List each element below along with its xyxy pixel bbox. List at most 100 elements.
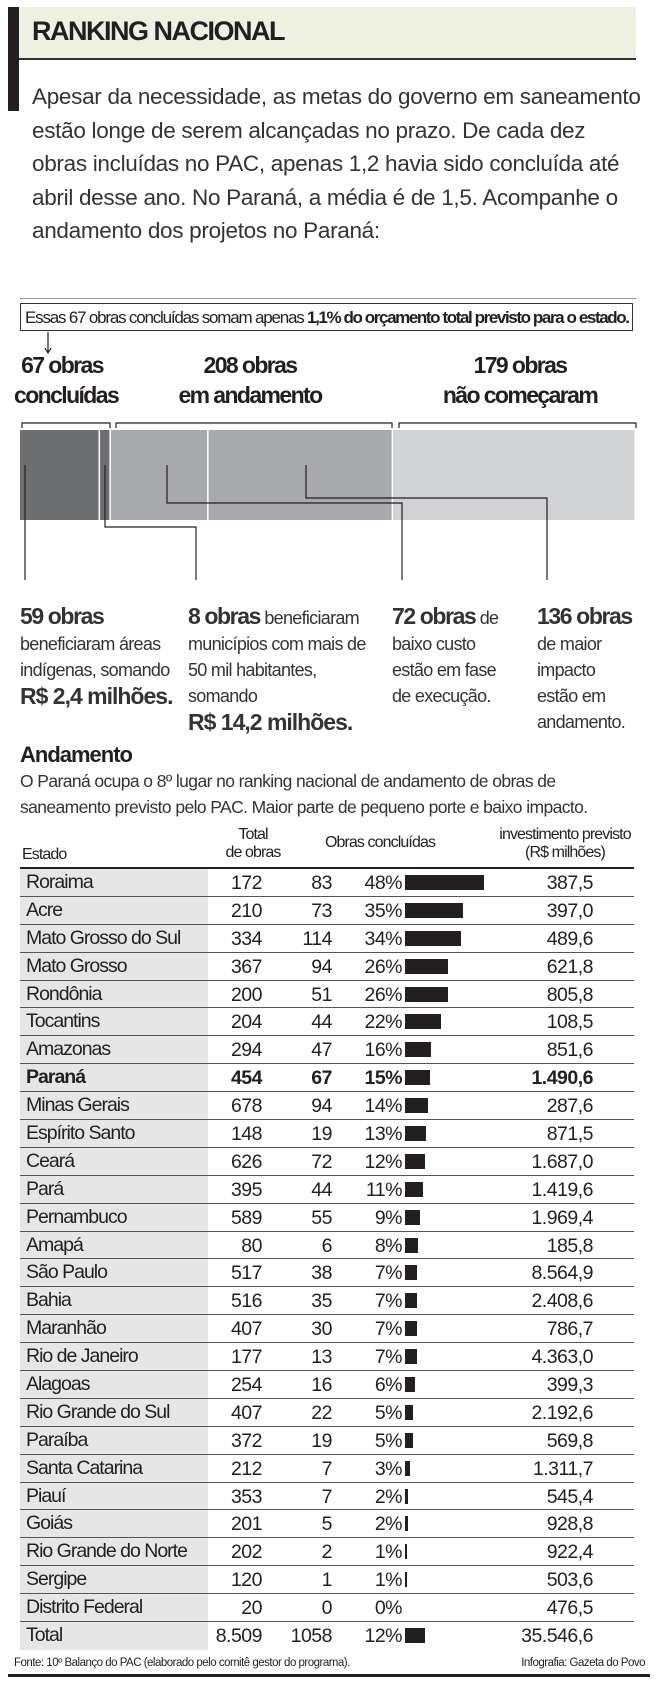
- cell-concluidas: 2: [321, 1541, 333, 1564]
- cell-concluidas: 7: [321, 1485, 333, 1508]
- cell-percent: 5%: [374, 1401, 403, 1424]
- cell-concluidas: 19: [311, 1123, 332, 1146]
- table-body: Roraima 172 83 48% 387,5 Acre 210 73 35% …: [20, 869, 634, 1650]
- cell-investimento: 871,5: [546, 1123, 594, 1146]
- table-row: Roraima 172 83 48% 387,5: [20, 869, 634, 897]
- callout-72-obras: 72 obras de baixo custo estão em fase de…: [392, 603, 507, 709]
- callout-text: beneficiaram áreas indígenas, somando: [20, 634, 170, 680]
- cell-concluidas: 72: [311, 1150, 332, 1173]
- cell-concluidas: 51: [311, 983, 332, 1006]
- cell-total: 148: [230, 1123, 263, 1146]
- cell-percent: 7%: [374, 1346, 403, 1369]
- cell-estado: Amapá: [20, 1231, 208, 1259]
- cell-investimento: 922,4: [546, 1541, 594, 1564]
- cell-total: 210: [230, 899, 263, 922]
- cell-total: 172: [230, 872, 263, 894]
- cell-concluidas: 44: [311, 1011, 332, 1034]
- cell-concluidas: 19: [311, 1429, 332, 1452]
- cell-estado: Paraná: [20, 1064, 208, 1092]
- cell-concluidas: 94: [311, 1095, 332, 1118]
- group-label-nao-comecaram: 179 obras não começaram: [420, 350, 620, 410]
- percent-bar: [405, 1070, 430, 1086]
- cell-percent: 15%: [364, 1067, 402, 1090]
- group-status: não começaram: [442, 382, 599, 408]
- cell-total: 626: [230, 1150, 263, 1173]
- col-total-line1: Total: [238, 826, 268, 843]
- cell-estado: Sergipe: [20, 1566, 208, 1594]
- col-total-line2: de obras: [225, 844, 281, 861]
- group-status: em andamento: [178, 382, 323, 408]
- table-row: Ceará 626 72 12% 1.687,0: [20, 1147, 634, 1176]
- cell-percent: 12%: [364, 1150, 402, 1173]
- cell-total: 372: [230, 1429, 263, 1452]
- cell-estado: Minas Gerais: [20, 1092, 208, 1120]
- cell-percent: 1%: [374, 1569, 403, 1592]
- cell-investimento: 397,0: [546, 899, 594, 922]
- table-row: Tocantins 204 44 22% 108,5: [20, 1008, 634, 1037]
- table-row: Rondônia 200 51 26% 805,8: [20, 980, 634, 1009]
- cell-estado: Roraima: [20, 869, 208, 896]
- col-concluidas: Obras concluídas: [324, 834, 436, 851]
- cell-estado: Goiás: [20, 1510, 208, 1538]
- cell-concluidas: 22: [311, 1401, 332, 1424]
- percent-bar: [405, 1014, 442, 1030]
- callout-text: beneficiaram municípios com mais de 50 m…: [188, 608, 366, 706]
- group-label-concluidas: 67 obras concluídas: [14, 350, 120, 410]
- cell-percent: 14%: [364, 1095, 402, 1118]
- percent-bar: [405, 1432, 414, 1448]
- percent-bar: [405, 1209, 420, 1225]
- divider: [20, 298, 636, 299]
- cell-total: 407: [230, 1401, 263, 1424]
- cell-estado: Distrito Federal: [20, 1594, 208, 1622]
- group-count: 179 obras: [473, 352, 569, 378]
- cell-percent: 34%: [364, 927, 402, 950]
- leader-136: [305, 465, 548, 580]
- callout-count: 136 obras: [537, 603, 633, 629]
- percent-bar: [405, 1126, 427, 1142]
- cell-percent: 0%: [374, 1597, 403, 1620]
- cell-concluidas: 44: [311, 1178, 332, 1201]
- cell-concluidas: 0: [321, 1597, 333, 1620]
- cell-estado: Maranhão: [20, 1315, 208, 1343]
- percent-bar: [405, 1098, 429, 1114]
- callout-count: 59 obras: [20, 603, 105, 629]
- cell-total: 80: [241, 1234, 262, 1257]
- callout-amount: R$ 14,2 milhões.: [188, 709, 353, 735]
- percent-bar: [405, 930, 462, 946]
- cell-percent: 7%: [374, 1262, 403, 1285]
- cell-investimento: 476,5: [546, 1597, 594, 1620]
- cell-investimento: 489,6: [546, 927, 594, 950]
- leader-8: [104, 465, 197, 580]
- table-row: Sergipe 120 1 1% 503,6: [20, 1566, 634, 1595]
- cell-total: 454: [230, 1067, 263, 1090]
- cell-estado: Alagoas: [20, 1371, 208, 1398]
- callout-amount: R$ 2,4 milhões.: [20, 683, 173, 709]
- table-row: Distrito Federal 20 0 0% 476,5: [20, 1594, 634, 1623]
- table-row: Amazonas 294 47 16% 851,6: [20, 1036, 634, 1065]
- cell-estado: Pernambuco: [20, 1203, 208, 1231]
- cell-percent: 11%: [365, 1178, 403, 1201]
- cell-total: 177: [230, 1346, 263, 1369]
- cell-percent: 26%: [364, 955, 402, 978]
- segment-136-obras: [208, 430, 392, 520]
- table-row: Bahia 516 35 7% 2.408,6: [20, 1287, 634, 1316]
- cell-estado: Total: [20, 1622, 208, 1650]
- footer-rule: [8, 1674, 650, 1677]
- cell-concluidas: 55: [311, 1206, 332, 1229]
- percent-bar: [405, 902, 463, 918]
- cell-investimento: 1.490,6: [531, 1067, 593, 1090]
- col-investimento: investimento previsto (R$ milhões): [490, 826, 640, 862]
- cell-total: 516: [230, 1290, 263, 1313]
- cell-total: 254: [230, 1374, 263, 1397]
- source-note: Fonte: 10º Balanço do PAC (elaborado pel…: [14, 1657, 350, 1669]
- cell-total: 8.509: [215, 1625, 263, 1648]
- cell-investimento: 1.687,0: [531, 1150, 593, 1173]
- group-status: concluídas: [14, 382, 120, 408]
- cell-total: 589: [230, 1206, 263, 1229]
- cell-concluidas: 67: [311, 1067, 332, 1090]
- table-row: Mato Grosso do Sul 334 114 34% 489,6: [20, 924, 634, 953]
- cell-estado: Mato Grosso: [20, 952, 208, 980]
- cell-total: 294: [230, 1039, 263, 1062]
- percent-bar: [405, 1544, 407, 1560]
- cell-investimento: 851,6: [546, 1039, 594, 1062]
